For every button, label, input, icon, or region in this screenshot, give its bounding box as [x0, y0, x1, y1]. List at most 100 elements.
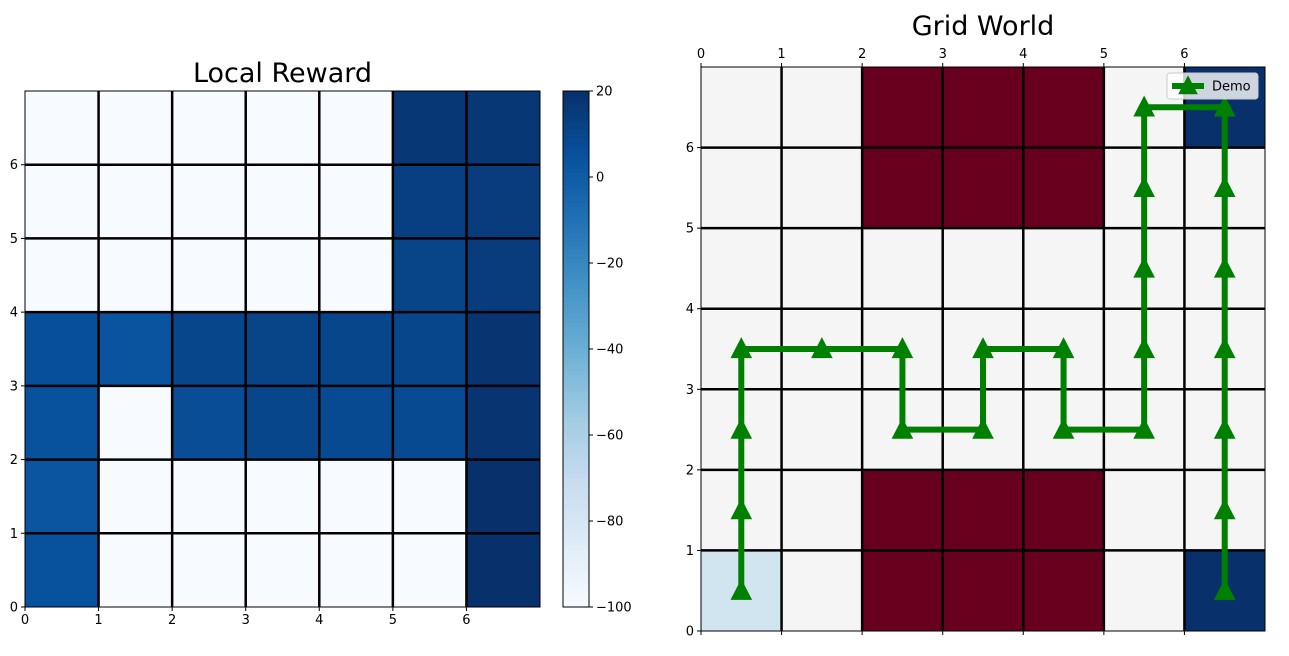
- colorbar-band: [563, 452, 589, 458]
- colorbar-band: [563, 220, 589, 225]
- colorbar-band: [563, 146, 589, 152]
- colorbar-tick-label: −60: [596, 429, 623, 444]
- colorbar-band: [563, 529, 589, 535]
- colorbar-band: [563, 254, 589, 260]
- colorbar-band: [563, 95, 589, 101]
- colorbar-band: [563, 301, 589, 307]
- y-tick-label: 4: [686, 302, 694, 317]
- axes-frame: [24, 90, 541, 608]
- grid-cell-obstacle: [862, 147, 944, 229]
- grid-cell-obstacle: [862, 67, 944, 149]
- grid-world-gridlines: [701, 67, 1265, 631]
- grid-cell-empty: [781, 147, 863, 229]
- legend-label-demo: Demo: [1212, 80, 1251, 95]
- axes-frame: [700, 66, 1266, 632]
- colorbar-band: [563, 103, 589, 109]
- colorbar-band: [563, 349, 589, 354]
- grid-cell-empty: [781, 67, 863, 149]
- colorbar-band: [563, 125, 589, 131]
- colorbar-band: [563, 121, 589, 126]
- colorbar-band: [563, 469, 589, 475]
- colorbar-band: [563, 521, 589, 526]
- x-tick-label: 6: [462, 613, 470, 628]
- reward-cell: [466, 238, 541, 313]
- reward-heatmap-gridlines: [25, 91, 540, 607]
- demo-path-marker: [1133, 417, 1155, 439]
- y-tick-label: 1: [10, 527, 18, 542]
- grid-world-panel: Grid World 0 1 2 3 4 5 6 0 1 2 3 4 5 6 Demo: [686, 11, 1266, 640]
- colorbar-band: [563, 374, 589, 380]
- demo-path-marker: [1133, 256, 1155, 278]
- colorbar-band: [563, 185, 589, 191]
- colorbar-band: [563, 508, 589, 513]
- demo-path-marker: [1213, 95, 1236, 117]
- x-tick-label: 6: [1180, 47, 1188, 62]
- grid-cell-empty: [862, 228, 944, 310]
- reward-cell: [392, 459, 467, 534]
- colorbar-band: [563, 318, 589, 324]
- grid-cell-empty: [1023, 228, 1105, 310]
- colorbar-band: [563, 116, 589, 122]
- colorbar-band: [563, 224, 589, 230]
- reward-cell: [392, 385, 467, 461]
- colorbar-band: [563, 138, 589, 144]
- colorbar-band: [563, 241, 589, 247]
- reward-cell: [319, 238, 394, 313]
- colorbar: 20 0 −20 −40 −60 −80 −100: [562, 85, 632, 616]
- colorbar-band: [563, 559, 589, 565]
- y-tick-label: 5: [10, 232, 18, 247]
- reward-cell: [172, 312, 247, 387]
- y-tick-label: 6: [10, 158, 18, 173]
- colorbar-band: [563, 344, 589, 350]
- x-tick-label: 3: [939, 47, 947, 62]
- y-tick-label: 1: [686, 544, 694, 559]
- grid-cell-empty: [1103, 550, 1185, 632]
- colorbar-band: [563, 576, 589, 582]
- x-tick-label: 4: [1019, 47, 1027, 62]
- colorbar-band: [563, 495, 589, 501]
- colorbar-tick-label: −100: [596, 601, 632, 616]
- reward-cell: [466, 91, 541, 166]
- x-tick-label: 5: [1100, 47, 1108, 62]
- colorbar-band: [563, 503, 589, 509]
- colorbar-band: [563, 194, 589, 200]
- colorbar-tick-label: −40: [596, 343, 623, 358]
- reward-cell: [172, 385, 247, 461]
- colorbar-band: [563, 409, 589, 415]
- x-tick-label: 1: [777, 47, 785, 62]
- demo-path-marker: [730, 498, 753, 520]
- colorbar-band: [563, 443, 589, 449]
- colorbar-band: [563, 108, 589, 114]
- grid-cell-obstacle: [1023, 469, 1105, 551]
- reward-cell: [319, 533, 394, 608]
- colorbar-tick-label: −80: [596, 515, 623, 530]
- colorbar-band: [563, 340, 589, 346]
- colorbar-tick-label: 20: [596, 85, 613, 100]
- demo-path-marker: [1213, 176, 1236, 198]
- colorbar-band: [563, 417, 589, 423]
- colorbar-band: [563, 568, 589, 574]
- colorbar-band: [563, 516, 589, 522]
- colorbar-band: [563, 112, 589, 118]
- x-tick-label: 3: [242, 613, 250, 628]
- colorbar-band: [563, 263, 589, 268]
- colorbar-band: [563, 581, 589, 587]
- demo-path-marker: [891, 417, 914, 439]
- colorbar-band: [563, 353, 589, 359]
- demo-path-marker: [811, 337, 833, 359]
- reward-cell: [319, 91, 394, 166]
- colorbar-band: [563, 198, 589, 204]
- colorbar-band: [563, 177, 589, 182]
- colorbar-band: [563, 250, 589, 255]
- colorbar-band: [563, 551, 589, 556]
- grid-cell-obstacle: [942, 550, 1024, 632]
- grid-cell-empty: [1103, 469, 1185, 551]
- colorbar-band: [563, 370, 589, 376]
- reward-cell: [98, 533, 173, 608]
- colorbar-band: [563, 151, 589, 157]
- reward-cell: [25, 533, 100, 608]
- colorbar-band: [563, 473, 589, 479]
- reward-cell: [98, 164, 173, 239]
- colorbar-band: [563, 589, 589, 595]
- colorbar-band: [563, 400, 589, 406]
